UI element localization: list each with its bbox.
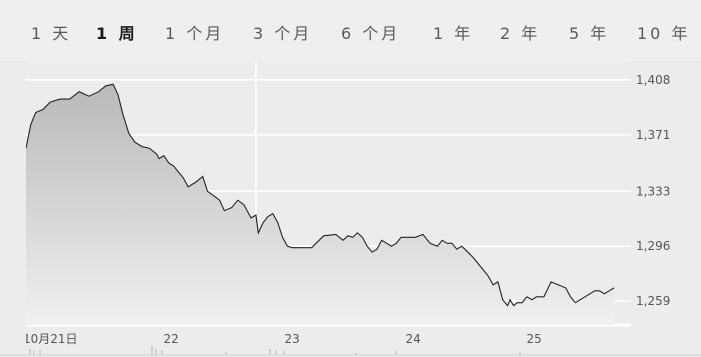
price-area [26, 84, 615, 325]
y-tick-label: 1,408 [636, 73, 670, 87]
x-tick-label: 25 [527, 332, 542, 346]
range-tab[interactable]: 1 年 [433, 24, 474, 43]
y-tick-label: 1,296 [636, 239, 670, 253]
price-line [26, 83, 615, 307]
x-tick-label: 22 [164, 332, 179, 346]
range-tab[interactable]: 6 个月 [341, 24, 401, 43]
x-tick-label: 23 [285, 332, 300, 346]
price-chart-svg: 1,408 1,371 1,333 1,296 1,259 10月21日 22 23 24 25 [26, 62, 670, 346]
range-tab[interactable]: 3 个月 [253, 24, 313, 43]
range-tab[interactable]: 10 年 [637, 24, 691, 43]
x-tick-label: 10月21日 [26, 332, 77, 346]
range-tab[interactable]: 1 天 [31, 24, 72, 43]
range-tab[interactable]: 5 年 [569, 24, 610, 43]
y-tick-label: 1,333 [636, 184, 670, 198]
y-tick-label: 1,371 [636, 128, 670, 142]
range-tab[interactable]: 1 个月 [165, 24, 225, 43]
price-chart: 1,408 1,371 1,333 1,296 1,259 10月21日 22 23 24 25 [26, 62, 686, 349]
overview-strip[interactable] [0, 341, 701, 357]
y-tick-label: 1,259 [636, 294, 670, 308]
x-tick-label: 24 [406, 332, 421, 346]
range-selector: 1 天 1 周 1 个月 3 个月 6 个月 1 年 2 年 5 年 10 年 [0, 0, 701, 63]
range-tab[interactable]: 1 周 [96, 24, 138, 43]
range-tab[interactable]: 2 年 [500, 24, 541, 43]
